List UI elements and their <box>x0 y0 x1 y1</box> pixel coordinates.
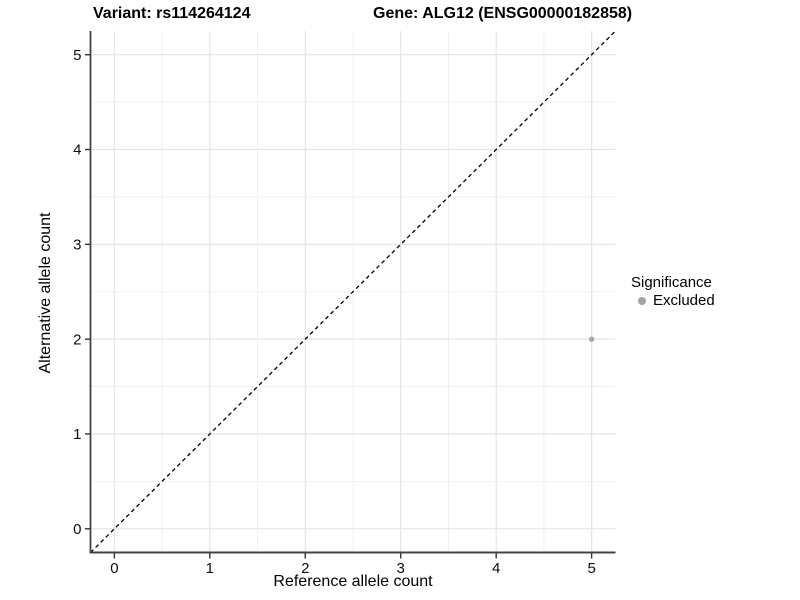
y-tick-label: 2 <box>73 331 81 348</box>
y-tick-label: 4 <box>73 142 81 159</box>
y-tick-label: 3 <box>73 237 81 254</box>
x-tick-label: 1 <box>206 560 214 577</box>
variant-title: Variant: rs114264124 <box>93 5 251 22</box>
legend-item-label: Excluded <box>653 292 715 309</box>
gene-title: Gene: ALG12 (ENSG00000182858) <box>373 5 633 22</box>
data-point <box>588 336 595 342</box>
identity-dashed-line <box>90 30 616 553</box>
y-tick-label: 0 <box>73 521 81 538</box>
y-tick-label: 5 <box>73 47 81 64</box>
legend-item-excluded: Excluded <box>631 292 715 310</box>
legend: Significance Excluded <box>631 274 715 310</box>
x-axis-title: Reference allele count <box>273 573 433 590</box>
y-axis-title: Alternative allele count <box>37 212 54 374</box>
legend-point-icon <box>638 297 646 305</box>
x-tick-label: 5 <box>587 560 595 577</box>
legend-title: Significance <box>631 274 712 291</box>
x-tick-label: 3 <box>397 560 405 577</box>
legend-key <box>631 292 653 310</box>
x-tick-label: 0 <box>110 560 118 577</box>
x-tick-label: 2 <box>301 560 309 577</box>
x-tick-label: 4 <box>492 560 500 577</box>
y-tick-label: 1 <box>73 426 81 443</box>
